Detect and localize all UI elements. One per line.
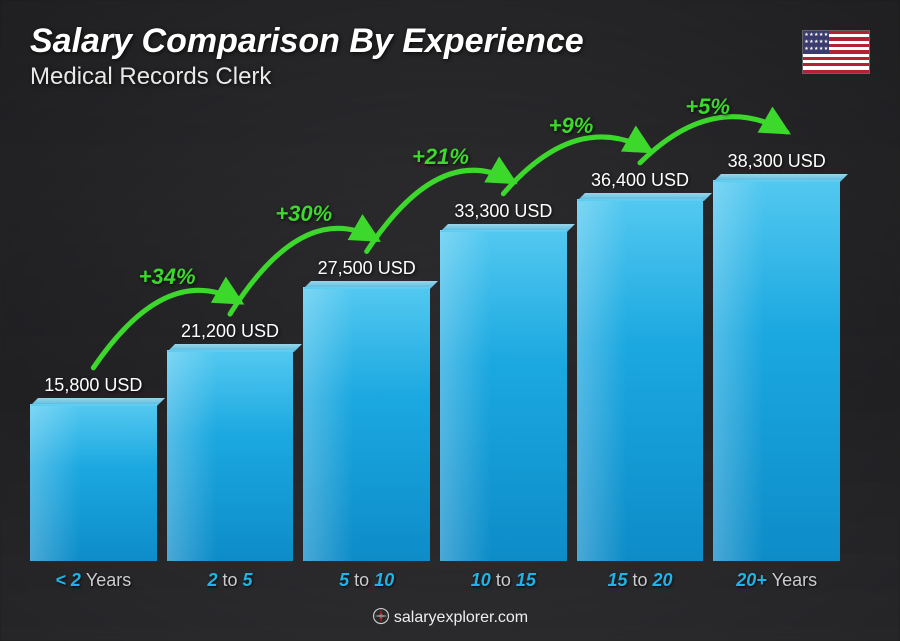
footer-site: salaryexplorer.com: [394, 609, 528, 626]
footer: salaryexplorer.com: [0, 607, 900, 627]
bar-chart: 15,800 USD< 2 Years21,200 USD2 to 527,50…: [30, 120, 840, 561]
page-subtitle: Medical Records Clerk: [30, 63, 584, 91]
bar-slot: 36,400 USD15 to 20: [577, 120, 704, 561]
bar-x-label: 5 to 10: [339, 570, 394, 591]
bar-value-label: 15,800 USD: [44, 375, 142, 396]
growth-pct-label: +21%: [412, 144, 469, 170]
flag-us-icon: ★★★★★ ★★★★★ ★★★★★: [802, 30, 870, 74]
bar-x-label: 20+ Years: [736, 570, 817, 591]
bar-value-label: 27,500 USD: [318, 258, 416, 279]
bar-slot: 21,200 USD2 to 5: [167, 120, 294, 561]
bar-x-label: 2 to 5: [207, 570, 252, 591]
page-title: Salary Comparison By Experience: [30, 22, 584, 61]
bar-x-label: < 2 Years: [55, 570, 131, 591]
compass-icon: [372, 607, 390, 625]
bar-slot: 33,300 USD10 to 15: [440, 120, 567, 561]
growth-pct-label: +30%: [275, 201, 332, 227]
bar-x-label: 10 to 15: [471, 570, 536, 591]
bar: [713, 180, 840, 561]
header: Salary Comparison By Experience Medical …: [30, 22, 584, 91]
bar-x-label: 15 to 20: [607, 570, 672, 591]
growth-pct-label: +5%: [685, 94, 730, 120]
growth-pct-label: +9%: [549, 113, 594, 139]
bar-slot: 27,500 USD5 to 10: [303, 120, 430, 561]
bar-slot: 38,300 USD20+ Years: [713, 120, 840, 561]
bar: [167, 350, 294, 561]
bar: [577, 199, 704, 561]
bar: [30, 404, 157, 561]
bar-value-label: 21,200 USD: [181, 321, 279, 342]
bar-value-label: 36,400 USD: [591, 170, 689, 191]
bar-value-label: 38,300 USD: [728, 151, 826, 172]
bar-slot: 15,800 USD< 2 Years: [30, 120, 157, 561]
bar-value-label: 33,300 USD: [454, 201, 552, 222]
growth-pct-label: +34%: [139, 264, 196, 290]
bar: [303, 287, 430, 561]
bar: [440, 230, 567, 561]
